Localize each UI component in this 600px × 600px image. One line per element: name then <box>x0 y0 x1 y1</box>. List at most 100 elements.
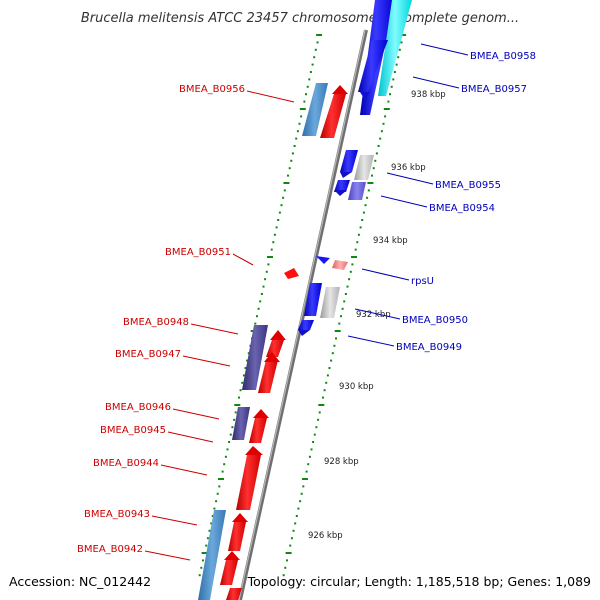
minor-tick <box>282 574 285 577</box>
label-bmea-b0955[interactable]: BMEA_B0955 <box>435 180 501 191</box>
label-bmea-b0947[interactable]: BMEA_B0947 <box>115 349 181 360</box>
minor-tick <box>198 574 201 577</box>
minor-tick <box>343 300 346 303</box>
major-tick <box>201 552 208 554</box>
label-bmea-b0944[interactable]: BMEA_B0944 <box>93 458 159 469</box>
minor-tick <box>331 352 334 355</box>
minor-tick <box>278 211 281 214</box>
gene-feature-b0945[interactable] <box>249 418 267 443</box>
minor-tick <box>338 322 341 325</box>
minor-tick <box>234 411 237 414</box>
minor-tick <box>398 48 401 51</box>
gene-feature-b0949[interactable] <box>298 320 314 330</box>
minor-tick <box>241 381 244 384</box>
label-bmea-b0946[interactable]: BMEA_B0946 <box>105 402 171 413</box>
minor-tick <box>351 263 354 266</box>
minor-tick <box>379 137 382 140</box>
minor-tick <box>380 130 383 133</box>
label-bmea-b0951[interactable]: BMEA_B0951 <box>165 247 231 258</box>
minor-tick <box>393 71 396 73</box>
label-bmea-b0948[interactable]: BMEA_B0948 <box>123 317 189 328</box>
minor-tick <box>372 167 375 170</box>
major-tick <box>285 552 292 554</box>
label-bmea-b0956[interactable]: BMEA_B0956 <box>179 84 245 95</box>
major-tick <box>234 404 241 406</box>
minor-tick <box>346 285 349 288</box>
gene-feature-b0954[interactable] <box>334 180 350 192</box>
gene-feature-b0958-cyan[interactable] <box>378 0 412 96</box>
minor-tick <box>397 56 400 59</box>
major-tick <box>400 34 407 36</box>
minor-tick <box>389 93 391 96</box>
minor-tick <box>267 263 270 266</box>
minor-tick <box>298 122 301 125</box>
gene-feature-b0942[interactable] <box>220 560 238 585</box>
minor-tick <box>215 500 218 503</box>
major-tick <box>383 108 390 110</box>
minor-tick <box>310 448 313 451</box>
minor-tick <box>200 566 203 569</box>
minor-tick <box>238 396 240 399</box>
gene-feature-b0948-red[interactable] <box>266 340 284 357</box>
gene-feature-b0950-gray[interactable] <box>320 287 340 318</box>
minor-tick <box>290 159 293 162</box>
gene-feature-b0955-gray[interactable] <box>354 155 374 180</box>
label-bmea-b0945[interactable]: BMEA_B0945 <box>100 425 166 436</box>
label-bmea-b0957[interactable]: BMEA_B0957 <box>461 84 527 95</box>
label-bmea-b0942[interactable]: BMEA_B0942 <box>77 544 143 555</box>
minor-tick <box>277 219 280 221</box>
minor-tick <box>325 381 328 384</box>
minor-tick <box>302 485 305 488</box>
minor-tick <box>306 85 309 88</box>
gene-feature-b0955[interactable] <box>340 150 358 172</box>
minor-tick <box>244 367 247 369</box>
label-bmea-b0958[interactable]: BMEA_B0958 <box>470 51 536 62</box>
gene-feature-b0956-steel[interactable] <box>302 83 328 136</box>
label-rpsu[interactable]: rpsU <box>411 276 434 287</box>
minor-tick <box>292 529 295 532</box>
map-title: Brucella melitensis ATCC 23457 chromosom… <box>81 11 519 26</box>
gene-feature-b0943[interactable] <box>228 522 246 551</box>
gene-feature-b0951[interactable] <box>284 268 299 279</box>
gene-feature-b0943-steel[interactable] <box>198 510 226 600</box>
gene-feature-b0946[interactable] <box>232 407 250 440</box>
minor-tick <box>335 337 337 340</box>
minor-tick <box>283 189 286 192</box>
gene-feature-b0950[interactable] <box>304 283 322 316</box>
scale-label-926: 926 kbp <box>308 531 343 541</box>
minor-tick <box>287 174 289 177</box>
minor-tick <box>307 463 310 466</box>
minor-tick <box>211 515 214 517</box>
major-tick <box>218 478 224 480</box>
gene-feature-b0954-lav[interactable] <box>348 182 366 200</box>
gene-feature-b0944[interactable] <box>236 455 261 510</box>
label-bmea-b0949[interactable]: BMEA_B0949 <box>396 342 462 353</box>
minor-tick <box>318 411 321 414</box>
minor-tick <box>239 389 242 392</box>
minor-tick <box>313 433 316 436</box>
gene-feature-rpsu-pink[interactable] <box>332 260 348 270</box>
label-bmea-b0943[interactable]: BMEA_B0943 <box>84 509 150 520</box>
label-bmea-b0950[interactable]: BMEA_B0950 <box>402 315 468 326</box>
tick-tracks <box>198 34 407 577</box>
gene-feature-b0947[interactable] <box>258 360 278 393</box>
minor-tick <box>254 322 257 325</box>
gene-feature-rpsu[interactable] <box>316 256 330 264</box>
minor-tick <box>395 63 398 66</box>
minor-tick <box>300 492 303 495</box>
label-bmea-b0954[interactable]: BMEA_B0954 <box>429 203 495 214</box>
major-tick <box>283 182 290 184</box>
major-tick <box>299 108 306 110</box>
minor-tick <box>312 441 315 443</box>
minor-tick <box>333 344 336 347</box>
minor-tick <box>299 500 302 503</box>
minor-tick <box>375 152 378 155</box>
minor-tick <box>303 100 306 103</box>
gene-feature-b0956[interactable] <box>320 94 346 138</box>
scale-label-930: 930 kbp <box>339 382 374 392</box>
major-tick <box>351 256 357 258</box>
minor-tick <box>330 359 333 362</box>
chromosome-backbone <box>238 29 368 600</box>
gene-feature-b0948[interactable] <box>242 325 268 390</box>
